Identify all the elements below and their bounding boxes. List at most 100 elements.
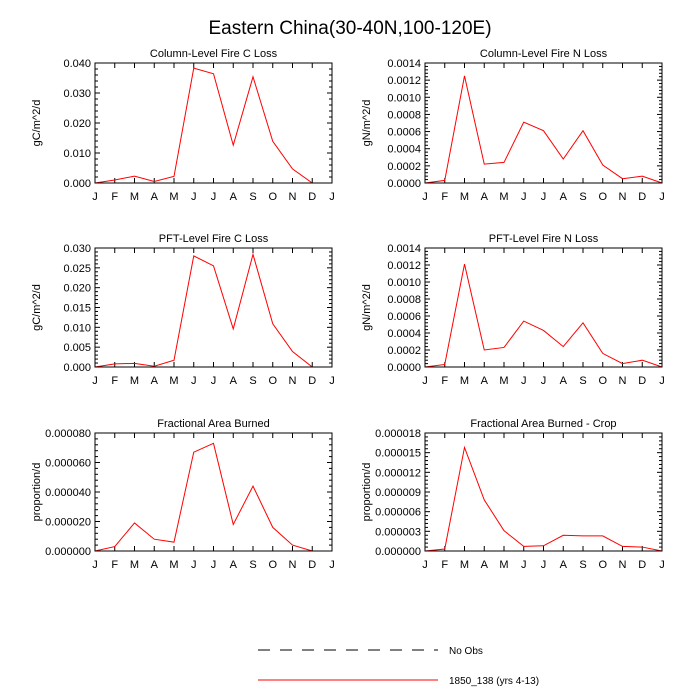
panel-1: Column-Level Fire C Loss gC/m^2/d 0.000 0.0… xyxy=(31,48,335,203)
x-tick-label: S xyxy=(249,559,256,571)
x-tick-label: J xyxy=(211,191,217,203)
x-tick-label: N xyxy=(289,375,297,387)
y-tick-label: 0.025 xyxy=(63,263,91,275)
x-tick-label: S xyxy=(579,191,586,203)
y-tick-label: 0.000018 xyxy=(375,428,421,440)
x-tick-label: J xyxy=(92,191,98,203)
y-tick-label: 0.0014 xyxy=(387,58,421,70)
y-axis-label: gC/m^2/d xyxy=(31,284,43,331)
y-tick-label: 0.030 xyxy=(63,243,91,255)
x-tick-label: J xyxy=(329,375,335,387)
y-tick-label: 0.000020 xyxy=(45,517,91,529)
x-tick-label: M xyxy=(499,559,508,571)
panel-4: PFT-Level Fire N Loss gN/m^2/d 0.0000 0.000… xyxy=(361,233,665,387)
x-tick-label: J xyxy=(659,375,665,387)
x-tick-label: S xyxy=(579,559,586,571)
x-tick-label: J xyxy=(422,191,428,203)
y-tick-label: 0.0012 xyxy=(387,260,421,272)
x-tick-label: J xyxy=(422,375,428,387)
x-tick-label: A xyxy=(560,559,568,571)
panel-2: Column-Level Fire N Loss gN/m^2/d 0.0000 0.… xyxy=(361,48,665,203)
x-tick-label: J xyxy=(541,375,547,387)
x-tick-label: O xyxy=(268,559,277,571)
series-line xyxy=(424,75,663,184)
y-tick-label: 0.0002 xyxy=(387,345,421,357)
x-tick-label: O xyxy=(598,559,607,571)
x-tick-label: D xyxy=(308,191,316,203)
x-tick-label: J xyxy=(659,559,665,571)
series-line xyxy=(94,442,332,552)
x-tick-label: M xyxy=(460,559,469,571)
y-tick-label: 0.000006 xyxy=(375,507,421,519)
y-tick-label: 0.000003 xyxy=(375,526,421,538)
y-axis-label: proportion/d xyxy=(361,463,373,522)
x-tick-label: J xyxy=(191,191,197,203)
x-tick-label: A xyxy=(560,191,568,203)
y-tick-label: 0.0006 xyxy=(387,311,421,323)
series-line xyxy=(424,445,663,552)
series-line xyxy=(94,252,332,368)
x-tick-label: D xyxy=(638,375,646,387)
panel-title: Fractional Area Burned xyxy=(157,418,270,430)
x-tick-label: J xyxy=(92,375,98,387)
x-tick-label: O xyxy=(268,375,277,387)
x-tick-label: M xyxy=(130,191,139,203)
y-tick-label: 0.010 xyxy=(63,322,91,334)
y-tick-label: 0.0014 xyxy=(387,243,421,255)
y-axis-label: proportion/d xyxy=(31,463,43,522)
series-line xyxy=(94,67,332,184)
plot-frame xyxy=(424,432,663,552)
x-tick-label: J xyxy=(541,191,547,203)
x-tick-label: J xyxy=(329,559,335,571)
x-tick-label: J xyxy=(191,375,197,387)
panel-6: Fractional Area Burned - Crop proportion/… xyxy=(361,418,665,571)
x-tick-label: J xyxy=(92,559,98,571)
x-tick-label: M xyxy=(460,191,469,203)
plot-frame xyxy=(94,247,333,368)
x-tick-label: A xyxy=(481,559,489,571)
x-tick-label: N xyxy=(619,191,627,203)
y-tick-label: 0.010 xyxy=(63,148,91,160)
x-tick-label: J xyxy=(521,191,527,203)
x-tick-label: F xyxy=(111,375,118,387)
y-tick-label: 0.0000 xyxy=(387,178,421,190)
x-tick-label: M xyxy=(169,559,178,571)
x-tick-label: J xyxy=(521,375,527,387)
y-axis-label: gC/m^2/d xyxy=(31,100,43,147)
y-tick-label: 0.000080 xyxy=(45,428,91,440)
x-tick-label: O xyxy=(598,375,607,387)
y-tick-label: 0.000 xyxy=(63,362,91,374)
y-tick-label: 0.030 xyxy=(63,88,91,100)
legend-label-no-obs: No Obs xyxy=(449,646,483,657)
y-tick-label: 0.000015 xyxy=(375,448,421,460)
y-tick-label: 0.020 xyxy=(63,118,91,130)
x-tick-label: J xyxy=(659,191,665,203)
x-tick-label: J xyxy=(422,559,428,571)
y-tick-label: 0.0008 xyxy=(387,294,421,306)
y-tick-label: 0.000009 xyxy=(375,487,421,499)
x-tick-label: F xyxy=(111,191,118,203)
panel-title: Fractional Area Burned - Crop xyxy=(470,418,616,430)
x-tick-label: J xyxy=(211,559,217,571)
y-tick-label: 0.0012 xyxy=(387,75,421,87)
legend: No Obs 1850_138 (yrs 4-13) xyxy=(258,646,539,687)
y-tick-label: 0.000012 xyxy=(375,467,421,479)
x-tick-label: N xyxy=(619,559,627,571)
x-tick-label: M xyxy=(169,375,178,387)
x-tick-label: A xyxy=(151,559,159,571)
x-tick-label: S xyxy=(249,191,256,203)
panel-title: Column-Level Fire C Loss xyxy=(150,48,278,60)
x-tick-label: J xyxy=(541,559,547,571)
x-tick-label: A xyxy=(230,559,238,571)
x-tick-label: J xyxy=(211,375,217,387)
x-tick-label: F xyxy=(441,375,448,387)
panels: Column-Level Fire C Loss gC/m^2/d 0.000 0.0… xyxy=(31,48,665,571)
x-tick-label: A xyxy=(151,375,159,387)
x-tick-label: A xyxy=(230,375,238,387)
x-tick-label: J xyxy=(521,559,527,571)
panel-title: PFT-Level Fire C Loss xyxy=(159,233,269,245)
x-tick-label: J xyxy=(191,559,197,571)
x-tick-label: M xyxy=(499,191,508,203)
y-tick-label: 0.0000 xyxy=(387,362,421,374)
y-tick-label: 0.000 xyxy=(63,178,91,190)
